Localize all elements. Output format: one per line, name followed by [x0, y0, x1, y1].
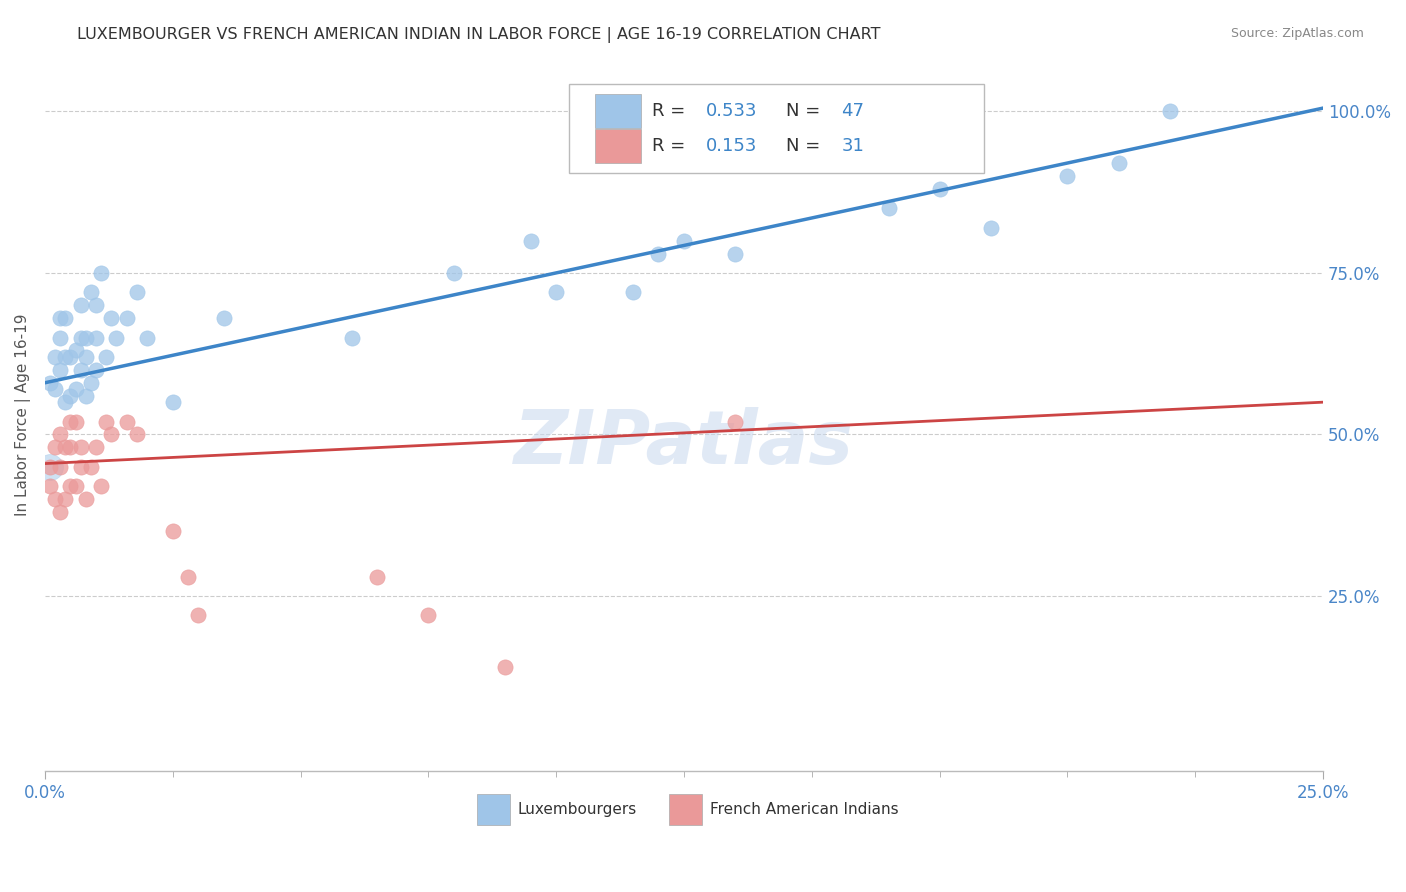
Point	[115, 311, 138, 326]
Point	[84, 363, 107, 377]
Point	[53, 350, 76, 364]
Y-axis label: In Labor Force | Age 16-19: In Labor Force | Age 16-19	[15, 314, 31, 516]
Point	[980, 220, 1002, 235]
Point	[84, 330, 107, 344]
Text: 0.533: 0.533	[706, 102, 758, 120]
Point	[877, 201, 900, 215]
Text: N =: N =	[786, 102, 827, 120]
Point	[100, 311, 122, 326]
Point	[84, 298, 107, 312]
Point	[443, 266, 465, 280]
Point	[53, 441, 76, 455]
Point	[105, 330, 128, 344]
Point	[49, 459, 72, 474]
Point	[96, 415, 118, 429]
Point	[49, 505, 72, 519]
Point	[39, 459, 62, 474]
Point	[928, 182, 950, 196]
Text: 0.153: 0.153	[706, 137, 756, 155]
Point	[672, 234, 695, 248]
Point	[65, 382, 87, 396]
Point	[49, 363, 72, 377]
Point	[1159, 104, 1181, 119]
Point	[1056, 169, 1078, 183]
Point	[59, 415, 82, 429]
Point	[44, 441, 66, 455]
Point	[69, 298, 91, 312]
FancyBboxPatch shape	[595, 94, 641, 128]
Point	[69, 459, 91, 474]
Point	[39, 459, 62, 474]
Point	[59, 389, 82, 403]
Point	[115, 415, 138, 429]
Point	[80, 285, 103, 300]
Text: French American Indians: French American Indians	[710, 802, 898, 817]
Point	[59, 479, 82, 493]
Point	[69, 441, 91, 455]
Point	[418, 608, 440, 623]
Point	[340, 330, 363, 344]
Point	[44, 492, 66, 507]
Text: Luxembourgers: Luxembourgers	[517, 802, 637, 817]
Point	[49, 427, 72, 442]
Point	[75, 350, 97, 364]
Point	[546, 285, 568, 300]
Point	[647, 246, 669, 260]
Point	[212, 311, 235, 326]
Point	[49, 311, 72, 326]
Text: 31: 31	[841, 137, 865, 155]
Point	[75, 389, 97, 403]
Point	[59, 350, 82, 364]
Point	[177, 570, 200, 584]
Point	[724, 415, 747, 429]
Point	[39, 376, 62, 390]
Point	[162, 395, 184, 409]
Point	[90, 479, 112, 493]
Text: R =: R =	[652, 102, 692, 120]
Point	[100, 427, 122, 442]
Point	[69, 363, 91, 377]
Point	[53, 311, 76, 326]
Point	[53, 492, 76, 507]
Point	[69, 330, 91, 344]
Text: ZIPatlas: ZIPatlas	[515, 407, 853, 480]
Point	[84, 441, 107, 455]
Point	[1108, 156, 1130, 170]
Point	[59, 441, 82, 455]
Point	[494, 660, 516, 674]
Point	[44, 382, 66, 396]
Point	[65, 415, 87, 429]
Text: N =: N =	[786, 137, 827, 155]
Point	[65, 479, 87, 493]
Point	[80, 459, 103, 474]
Point	[366, 570, 388, 584]
Text: R =: R =	[652, 137, 692, 155]
Point	[80, 376, 103, 390]
Point	[65, 343, 87, 358]
Text: LUXEMBOURGER VS FRENCH AMERICAN INDIAN IN LABOR FORCE | AGE 16-19 CORRELATION CH: LUXEMBOURGER VS FRENCH AMERICAN INDIAN I…	[77, 27, 880, 43]
FancyBboxPatch shape	[595, 129, 641, 163]
Point	[136, 330, 159, 344]
Point	[96, 350, 118, 364]
Text: Source: ZipAtlas.com: Source: ZipAtlas.com	[1230, 27, 1364, 40]
FancyBboxPatch shape	[669, 794, 702, 825]
FancyBboxPatch shape	[477, 794, 510, 825]
Point	[75, 492, 97, 507]
Point	[49, 330, 72, 344]
Point	[125, 427, 148, 442]
Point	[125, 285, 148, 300]
Point	[724, 246, 747, 260]
Point	[39, 479, 62, 493]
Point	[162, 524, 184, 539]
Point	[90, 266, 112, 280]
Point	[187, 608, 209, 623]
Point	[53, 395, 76, 409]
Point	[44, 350, 66, 364]
FancyBboxPatch shape	[569, 85, 984, 173]
Point	[519, 234, 541, 248]
Point	[75, 330, 97, 344]
Text: 47: 47	[841, 102, 865, 120]
Point	[621, 285, 644, 300]
